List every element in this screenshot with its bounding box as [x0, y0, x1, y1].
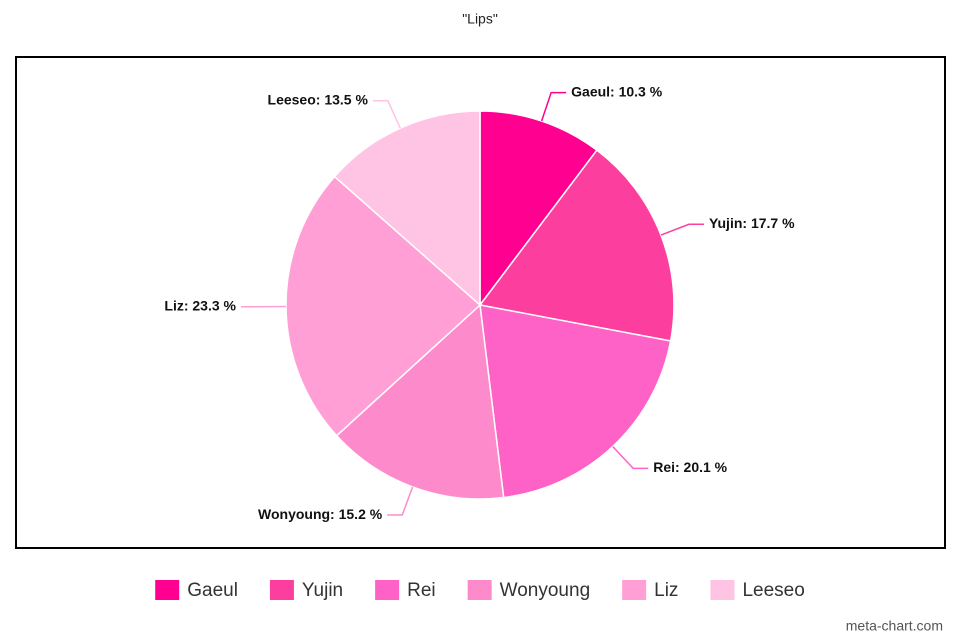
- leader-line: [387, 486, 414, 516]
- leader-line: [372, 100, 401, 129]
- leader-line: [540, 91, 567, 122]
- data-label: Wonyoung: 15.2 %: [258, 506, 383, 522]
- legend-label: Gaeul: [187, 580, 238, 601]
- legend-label: Rei: [407, 580, 436, 601]
- pie-slice: [333, 110, 481, 307]
- legend-label: Yujin: [302, 580, 343, 601]
- data-label: Rei: 20.1 %: [653, 459, 727, 475]
- legend-swatch: [269, 580, 294, 600]
- pie-slice: [285, 175, 482, 437]
- pie-slice: [478, 149, 675, 342]
- data-label: Liz: 23.3 %: [164, 297, 236, 313]
- legend-label: Liz: [654, 580, 678, 601]
- legend-label: Leeseo: [742, 580, 804, 601]
- data-label: Gaeul: 10.3 %: [571, 83, 663, 99]
- pie-slice: [479, 110, 598, 308]
- legend-swatch: [155, 580, 180, 600]
- data-label: Yujin: 17.7 %: [709, 215, 795, 231]
- data-label: Leeseo: 13.5 %: [268, 92, 369, 108]
- leader-line: [660, 223, 704, 236]
- legend-swatch: [710, 580, 735, 600]
- legend-swatch: [622, 580, 647, 600]
- legend-label: Wonyoung: [500, 580, 591, 601]
- chart-title: "Lips": [462, 11, 498, 27]
- leader-line: [612, 446, 649, 470]
- legend-swatch: [467, 580, 492, 600]
- legend-swatch: [375, 580, 400, 600]
- watermark: meta-chart.com: [846, 618, 943, 634]
